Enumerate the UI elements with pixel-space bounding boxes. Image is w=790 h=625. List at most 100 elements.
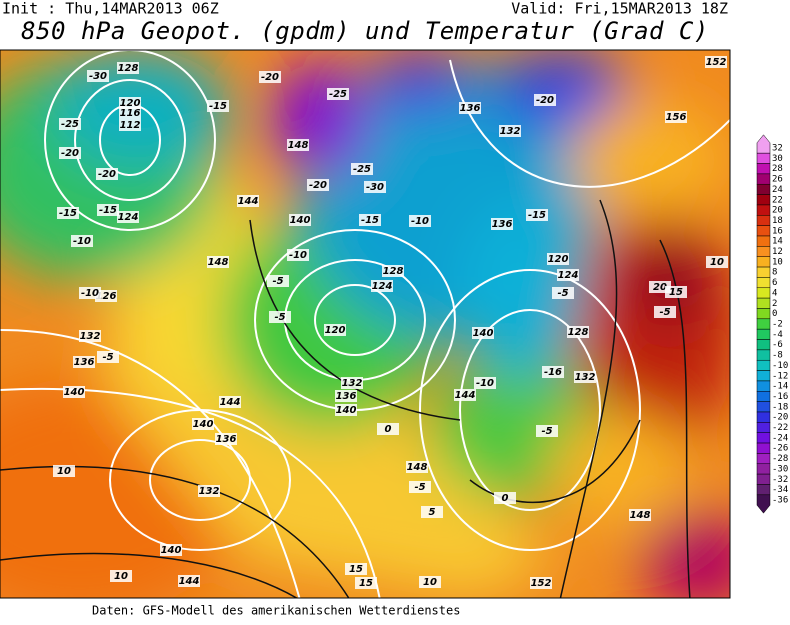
contour-label: 144 bbox=[455, 390, 476, 401]
colorbar-swatch bbox=[756, 401, 771, 413]
contour-label: -5 bbox=[659, 307, 670, 318]
contour-label: 132 bbox=[342, 378, 363, 389]
colorbar-swatch bbox=[756, 422, 771, 433]
contour-label-bg bbox=[536, 425, 558, 437]
contour-label-bg bbox=[491, 218, 513, 230]
colorbar-swatch bbox=[756, 183, 771, 195]
contour-label: 140 bbox=[193, 419, 214, 430]
contour-label-bg bbox=[474, 377, 496, 389]
contour-label: 132 bbox=[80, 331, 101, 342]
colorbar-label: -10 bbox=[772, 361, 788, 371]
contour-label-bg bbox=[665, 286, 687, 298]
colorbar-swatch bbox=[756, 370, 771, 382]
contour-label: 128 bbox=[383, 266, 404, 277]
colorbar-label: 30 bbox=[772, 154, 783, 164]
contour-label-bg bbox=[259, 71, 281, 83]
contour-label: 136 bbox=[492, 219, 513, 230]
contour-label: -20 bbox=[536, 95, 554, 106]
colorbar-swatch bbox=[756, 411, 771, 423]
contour-label-bg bbox=[237, 195, 259, 207]
contour-label: 0 bbox=[502, 493, 509, 504]
colorbar-label: 24 bbox=[772, 185, 783, 195]
colorbar-label: -26 bbox=[772, 444, 788, 454]
contour-label-bg bbox=[119, 97, 141, 109]
colorbar-swatch bbox=[756, 194, 771, 206]
contour-label: -10 bbox=[289, 250, 307, 261]
contour-label: 15 bbox=[669, 287, 683, 298]
colorbar-cap bbox=[756, 494, 771, 514]
colorbar-swatch bbox=[756, 277, 771, 289]
contour-label-bg bbox=[542, 366, 564, 378]
contour-label-bg bbox=[307, 179, 329, 191]
contour-label-bg bbox=[534, 94, 556, 106]
contour-label-bg bbox=[324, 324, 346, 336]
colorbar-swatch bbox=[756, 297, 771, 309]
colorbar-label: 28 bbox=[772, 164, 783, 174]
colorbar-label: -22 bbox=[772, 423, 788, 433]
contour-label: -10 bbox=[411, 216, 429, 227]
contour-label-bg bbox=[73, 356, 95, 368]
colorbar-swatch bbox=[756, 328, 771, 340]
contour-label: 124 bbox=[558, 270, 579, 281]
contour-label: 140 bbox=[290, 215, 311, 226]
contour-label-bg bbox=[705, 56, 727, 68]
map-field bbox=[0, 50, 730, 598]
contour-label: -30 bbox=[366, 182, 384, 193]
contour-label: 126 bbox=[96, 291, 117, 302]
contour-label-bg bbox=[269, 311, 291, 323]
colorbar-swatch bbox=[756, 287, 771, 299]
colorbar-swatch bbox=[756, 256, 771, 268]
contour-label-bg bbox=[499, 125, 521, 137]
contour-label: 116 bbox=[120, 108, 141, 119]
contour-label: 144 bbox=[220, 397, 241, 408]
colorbar-label: -34 bbox=[772, 485, 788, 495]
contour-label: 132 bbox=[500, 126, 521, 137]
contour-label: 152 bbox=[706, 57, 727, 68]
contour-label: -15 bbox=[361, 215, 379, 226]
contour-label-bg bbox=[371, 280, 393, 292]
contour-label: 132 bbox=[575, 372, 596, 383]
colorbar-swatch bbox=[756, 339, 771, 351]
colorbar-swatch bbox=[756, 235, 771, 247]
contour-label: 156 bbox=[666, 112, 687, 123]
colorbar-label: -30 bbox=[772, 464, 788, 474]
contour-label: 132 bbox=[199, 486, 220, 497]
colorbar-label: -4 bbox=[772, 330, 783, 340]
colorbar-label: -8 bbox=[772, 351, 783, 361]
contour-label-bg bbox=[629, 509, 651, 521]
contour-label-bg bbox=[406, 461, 428, 473]
contour-label: 120 bbox=[325, 325, 346, 336]
colorbar-swatch bbox=[756, 380, 771, 392]
contour-label: 15 bbox=[359, 578, 373, 589]
colorbar-swatch bbox=[756, 204, 771, 216]
map-frame bbox=[0, 49, 731, 599]
contour-label-bg bbox=[71, 235, 93, 247]
colorbar-swatch bbox=[756, 484, 771, 496]
contour-label: -10 bbox=[73, 236, 91, 247]
contour-label-bg bbox=[219, 396, 241, 408]
colorbar-label: 6 bbox=[772, 278, 777, 288]
contour-label-bg bbox=[377, 423, 399, 435]
contour-label: -20 bbox=[309, 180, 327, 191]
contour-label-bg bbox=[359, 214, 381, 226]
valid-time: Valid: Fri,15MAR2013 18Z bbox=[511, 0, 728, 18]
contour-label: -5 bbox=[541, 426, 552, 437]
colorbar-label: 20 bbox=[772, 206, 783, 216]
contour-label-bg bbox=[79, 287, 101, 299]
contour-label: 140 bbox=[473, 328, 494, 339]
contour-label: 120 bbox=[548, 254, 569, 265]
contour-label: -25 bbox=[61, 119, 79, 130]
colorbar-cap bbox=[756, 134, 771, 154]
contour-label: 112 bbox=[120, 120, 141, 131]
contour-label: 140 bbox=[336, 405, 357, 416]
contour-label: 10 bbox=[423, 577, 437, 588]
contour-label-bg bbox=[160, 544, 182, 556]
contour-label-bg bbox=[97, 351, 119, 363]
contour-label-bg bbox=[110, 570, 132, 582]
contour-label-bg bbox=[382, 265, 404, 277]
colorbar-label: 14 bbox=[772, 237, 783, 247]
contour-label-bg bbox=[574, 371, 596, 383]
contour-label-bg bbox=[335, 390, 357, 402]
contour-label-bg bbox=[119, 119, 141, 131]
init-time: Init : Thu,14MAR2013 06Z bbox=[2, 0, 219, 18]
